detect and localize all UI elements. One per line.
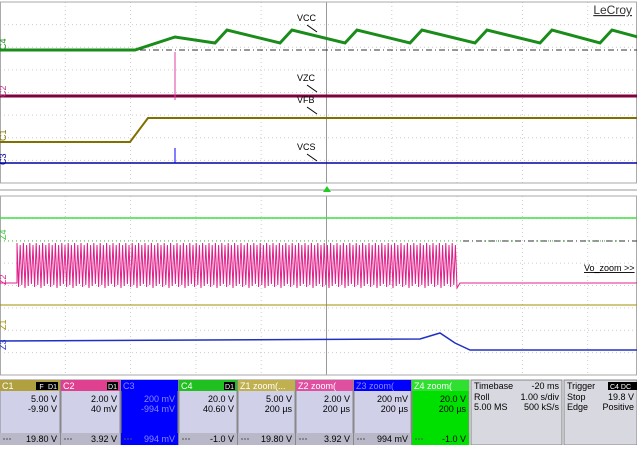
panel-value: 5.00 V [31,394,57,404]
info-box [470,379,563,446]
info-title: Timebase [474,381,513,391]
trigger-badge [608,382,637,390]
panel-footer-value: 3.92 V [324,434,350,444]
info-title: Trigger [567,381,595,391]
traces: C4 C2 C1 C3 Z4 Z2 Z1 Z3 [0,24,637,351]
trigger-marker [323,186,331,192]
panel-footer [296,433,353,445]
trace-z3 [0,332,637,351]
info-cell: 500 kS/s [524,402,560,412]
panel-footer [354,433,411,445]
channel-marker: Z4 [0,229,8,240]
panel-footer-value: 994 mV [377,434,408,444]
panel-value: 2.00 V [91,394,117,404]
panel-footer-value: 994 mV [144,434,175,444]
panel-header [238,380,295,391]
panel-value: 20.0 V [440,394,466,404]
label-vzc: VZC [297,73,316,83]
timebase-value: -20 ms [531,381,559,391]
panel-value: 200 mV [377,394,408,404]
panel-title: Z1 zoom(... [240,381,286,391]
panel-value: 200 µs [323,404,351,414]
label-leader [306,153,318,162]
panel-value: 200 µs [439,404,467,414]
label-zoom: Vo_zoom >> [584,263,635,273]
label-leader [306,106,318,115]
plot-bg [0,0,637,378]
panel-footer [61,433,120,445]
panel-badge [224,382,235,390]
channel-marker: C2 [0,85,8,97]
panels: C1 F D15.00 V-9.90 V19.80 VC2 D12.00 V40 mV… [0,379,637,446]
info-box [563,379,637,446]
panel-header [354,380,411,391]
panel-header [0,380,60,391]
panel-footer-value: 19.80 V [26,434,57,444]
info-cell: Stop [567,392,586,402]
brand: LeCroy [593,3,632,17]
panel-badge-text: D1 [48,384,57,391]
channel-marker: C1 [0,129,8,141]
panel-badge-text: F [39,384,43,391]
trace-z2 [0,242,637,290]
panel-footer [0,433,60,445]
panel-value: -9.90 V [28,404,57,414]
panel-value: 2.00 V [324,394,350,404]
label-leader [306,24,318,33]
label-vcs: VCS [297,142,316,152]
panel-badge-text: D1 [108,384,117,391]
panel-value: 20.0 V [208,394,234,404]
panel-title: Z3 zoom( [356,381,394,391]
panel-badge [107,382,118,390]
panel-value: 200 µs [265,404,293,414]
panel-title: Z4 zoom( [414,381,452,391]
info-cell: Roll [474,392,490,402]
trace-c1 [0,117,637,143]
channel-marker: C3 [0,153,8,165]
panel-title: C2 [63,381,75,391]
channel-marker: C4 [0,38,8,50]
panel-title: Z2 zoom( [298,381,336,391]
panel-value: 40.60 V [203,404,234,414]
trace-c4 [0,28,637,52]
panel-title: C1 [2,381,14,391]
panel-title: C4 [181,381,193,391]
panel-header [61,380,120,391]
info-cell: Edge [567,402,588,412]
panel-value: 200 mV [144,394,175,404]
panel-footer [179,433,237,445]
panel-value: 40 mV [91,404,117,414]
panel-footer-value: 3.92 V [91,434,117,444]
panel-badge-text: D1 [225,384,234,391]
panel-badge [47,382,58,390]
info-cell: 1.00 s/div [520,392,559,402]
label-leader [306,84,318,93]
info-cell: Positive [602,402,634,412]
panel-badge [36,382,47,390]
panel-footer-value: -1.0 V [442,434,466,444]
channel-marker: Z2 [0,274,8,285]
panel-header [412,380,469,391]
panel-footer-value: -1.0 V [210,434,234,444]
label-vcc: VCC [297,13,317,23]
info-cell: 5.00 MS [474,402,508,412]
info-cell: 19.8 V [608,392,634,402]
panel-footer [412,433,469,445]
panel-footer [238,433,295,445]
channel-marker: Z1 [0,319,8,330]
panel-header [296,380,353,391]
label-vfb: VFB [297,95,315,105]
trigger-badge-text: C4 DC [610,384,631,391]
panel-header [121,380,178,391]
channel-marker: Z3 [0,339,8,350]
panel-value: 5.00 V [266,394,292,404]
panel-value: -994 mV [141,404,175,414]
panel-footer [121,433,178,445]
panel-footer-value: 19.80 V [261,434,292,444]
panel-value: 200 µs [381,404,409,414]
panel-title: C3 [123,381,135,391]
panel-header [179,380,237,391]
